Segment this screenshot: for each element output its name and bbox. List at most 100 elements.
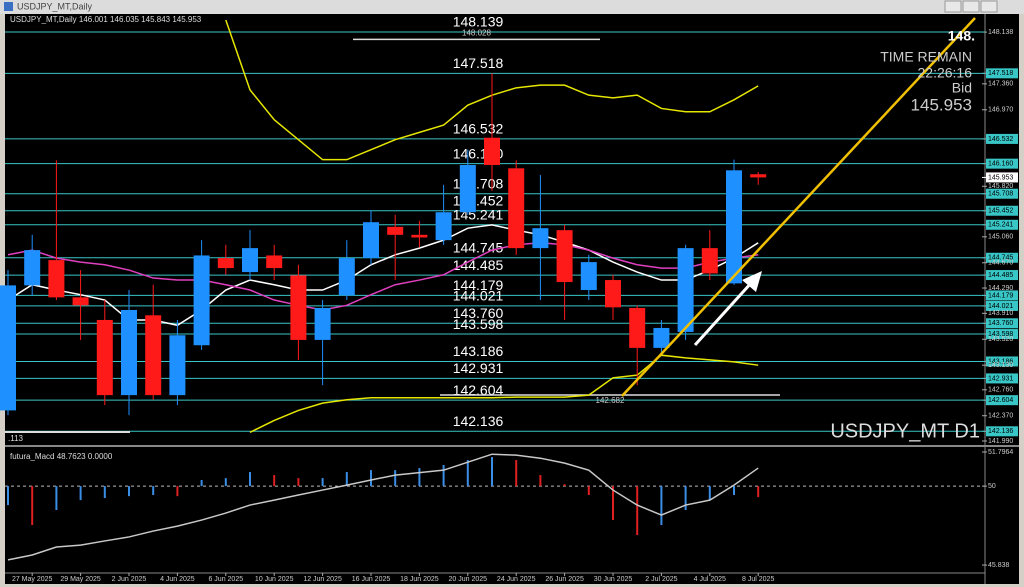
- last-price-box: [986, 172, 1018, 183]
- x-tick-label: 8 Jul 2025: [742, 576, 774, 583]
- candle-body: [508, 168, 525, 249]
- x-tick-label: 10 Jun 2025: [255, 576, 294, 583]
- y-tick-label: 50: [988, 483, 996, 490]
- title-bar: [0, 0, 1024, 14]
- indicator-line: [7, 242, 759, 311]
- candle-body: [72, 297, 89, 306]
- y-tick-label: 148.138: [988, 29, 1013, 36]
- symbol-label: USDJPY_MT D1: [830, 420, 980, 442]
- x-tick-label: 2 Jun 2025: [112, 576, 147, 583]
- y-tick-label: 142.604: [988, 397, 1013, 404]
- macd-header: futura_Macd 48.7623 0.0000: [10, 452, 113, 461]
- indicator-line: [249, 354, 759, 434]
- chart-area: [5, 14, 1019, 584]
- arrow-shaft: [693, 280, 754, 347]
- candle-body: [24, 250, 41, 286]
- candle-body: [580, 262, 597, 291]
- marker-label: 148.028: [462, 29, 491, 38]
- candle-body: [363, 222, 379, 259]
- x-tick-label: 20 Jun 2025: [449, 576, 488, 583]
- y-tick-label: 143.910: [988, 310, 1013, 317]
- level-label: 143.186: [453, 343, 504, 359]
- y-tick-highlight: [986, 133, 1018, 144]
- level-label: 143.760: [453, 305, 504, 321]
- candle-body: [435, 212, 452, 241]
- x-tick-label: 16 Jun 2025: [352, 576, 391, 583]
- level-label: 142.604: [453, 382, 504, 398]
- x-tick-label: 30 Jun 2025: [594, 576, 633, 583]
- y-tick-label: 147.360: [988, 81, 1013, 88]
- y-tick-label: 141.990: [988, 438, 1013, 445]
- x-tick-label: 24 Jun 2025: [497, 576, 536, 583]
- x-tick-label: 6 Jun 2025: [208, 576, 243, 583]
- y-tick-label: 143.130: [988, 362, 1013, 369]
- y-tick-highlight: [986, 300, 1018, 311]
- bid-value: 145.953: [911, 95, 972, 114]
- level-label: 144.179: [453, 277, 504, 293]
- y-tick-label: 144.021: [988, 303, 1013, 310]
- y-tick-highlight: [986, 252, 1018, 263]
- y-tick-highlight: [986, 205, 1018, 216]
- y-tick-label: 51.7964: [988, 449, 1013, 456]
- time-remain: 22:26:16: [918, 65, 973, 81]
- y-tick-label: 142.760: [988, 387, 1013, 394]
- trend-line: [621, 17, 976, 397]
- candle-body: [48, 260, 65, 298]
- y-tick-highlight: [986, 329, 1018, 340]
- y-tick-highlight: [986, 219, 1018, 230]
- y-tick-label: 145.820: [988, 183, 1013, 190]
- candle-body: [629, 307, 646, 348]
- y-tick-highlight: [986, 395, 1018, 406]
- y-tick-label: 143.598: [988, 331, 1013, 338]
- x-tick-label: 18 Jun 2025: [400, 576, 439, 583]
- y-tick-label: 145.241: [988, 222, 1013, 229]
- level-label: 144.021: [453, 288, 504, 304]
- last-price-label: 145.953: [988, 174, 1013, 181]
- y-tick-label: 144.290: [988, 285, 1013, 292]
- level-label: 148.139: [453, 14, 504, 30]
- y-tick-highlight: [986, 270, 1018, 281]
- x-tick-label: 4 Jul 2025: [694, 576, 726, 583]
- y-tick-label: 144.179: [988, 292, 1013, 299]
- candle-body: [677, 248, 694, 332]
- maximize-button[interactable]: [962, 0, 980, 13]
- window-icon: [4, 2, 13, 11]
- candle-body: [653, 327, 670, 348]
- candle-body: [750, 174, 767, 178]
- candle-body: [121, 309, 137, 396]
- candle-body: [242, 248, 258, 273]
- left-label: .113: [8, 434, 24, 443]
- y-tick-label: 144.745: [988, 255, 1013, 262]
- plot: 148.138 147.518 147.360 146.970 146.532 146.1…: [0, 14, 1018, 583]
- level-label: 143.598: [453, 316, 504, 332]
- window-title: USDJPY_MT,Daily: [17, 1, 93, 11]
- candle-body: [338, 258, 355, 296]
- y-tick-label: 147.518: [988, 70, 1013, 77]
- candle-body: [193, 255, 210, 346]
- y-tick-label: 142.136: [988, 428, 1013, 435]
- x-tick-label: 26 Jun 2025: [545, 576, 584, 583]
- minimize-button[interactable]: [944, 0, 962, 13]
- y-tick-label: 143.760: [988, 320, 1013, 327]
- y-tick-label: 143.186: [988, 358, 1013, 365]
- indicator-line: [7, 453, 759, 561]
- y-tick-highlight: [986, 290, 1018, 301]
- candle-body: [217, 258, 234, 269]
- time-remain-label: TIME REMAIN: [880, 49, 972, 65]
- candle-body: [411, 234, 428, 238]
- bid-label: Bid: [952, 80, 972, 96]
- y-tick-highlight: [986, 356, 1018, 367]
- candle-body: [484, 137, 500, 165]
- close-button[interactable]: [980, 0, 998, 13]
- y-tick-highlight: [986, 373, 1018, 384]
- y-tick-label: 142.931: [988, 375, 1013, 382]
- candle-body: [556, 230, 573, 283]
- level-label: 144.485: [453, 257, 504, 273]
- y-tick-label: 45.838: [988, 562, 1010, 569]
- y-tick-label: 146.532: [988, 136, 1013, 143]
- x-tick-label: 2 Jul 2025: [645, 576, 677, 583]
- y-tick-highlight: [986, 158, 1018, 169]
- y-tick-label: 144.670: [988, 260, 1013, 267]
- y-tick-label: 145.708: [988, 191, 1013, 198]
